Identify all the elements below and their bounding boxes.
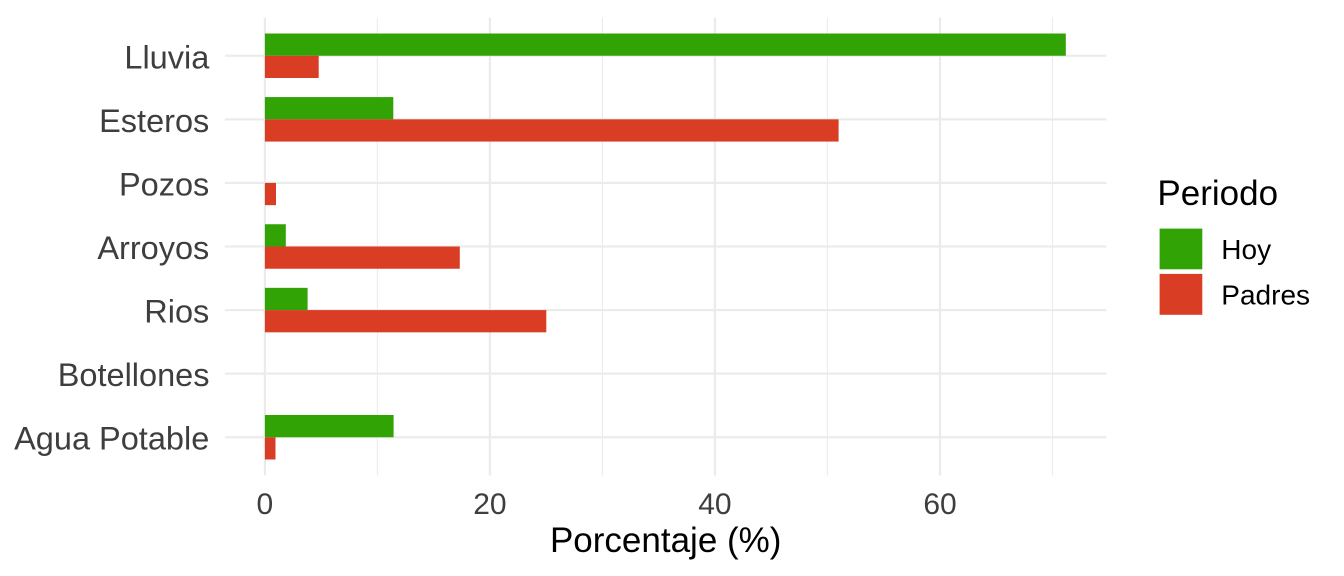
svg-text:Periodo: Periodo: [1157, 174, 1278, 213]
svg-text:Arroyos: Arroyos: [97, 230, 209, 266]
svg-text:Lluvia: Lluvia: [124, 39, 210, 75]
svg-text:Padres: Padres: [1221, 280, 1310, 311]
svg-text:40: 40: [698, 488, 731, 521]
svg-text:Porcentaje (%): Porcentaje (%): [550, 521, 781, 560]
svg-text:Pozos: Pozos: [119, 166, 209, 202]
svg-text:60: 60: [923, 488, 956, 521]
svg-text:0: 0: [257, 488, 274, 521]
svg-text:20: 20: [473, 488, 506, 521]
svg-text:Hoy: Hoy: [1221, 234, 1271, 265]
svg-text:Rios: Rios: [144, 294, 209, 330]
svg-text:Agua Potable: Agua Potable: [14, 421, 209, 457]
svg-text:Esteros: Esteros: [99, 103, 209, 139]
svg-text:Botellones: Botellones: [58, 357, 210, 393]
